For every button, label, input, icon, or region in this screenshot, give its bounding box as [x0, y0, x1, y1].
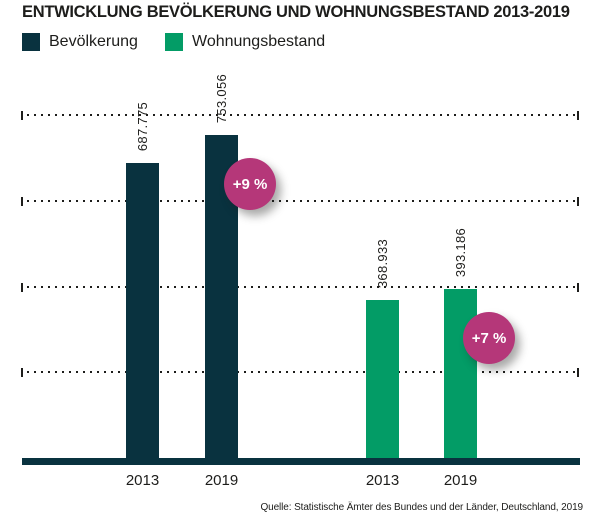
x-axis-label-bevoelkerung-2019: 2019 — [204, 472, 239, 489]
legend-label-wohnungsbestand: Wohnungsbestand — [192, 33, 326, 50]
growth-badge-bevoelkerung: +9 % — [224, 158, 276, 210]
legend-item-wohnungsbestand: Wohnungsbestand — [165, 33, 325, 51]
bar-value-label-bevoelkerung-2019: 753.056 — [213, 73, 229, 123]
x-axis-label-wohnungsbestand-2013: 2013 — [365, 472, 400, 489]
bar-wohnungsbestand-2019 — [444, 289, 477, 458]
x-axis-label-wohnungsbestand-2019: 2019 — [443, 472, 478, 489]
legend-swatch-bevoelkerung — [22, 33, 40, 51]
bar-value-label-bevoelkerung-2013: 687.775 — [134, 101, 150, 151]
gridline-tick-left — [21, 111, 23, 120]
bar-value-label-wohnungsbestand-2019: 393.186 — [452, 227, 468, 277]
legend-item-bevoelkerung: Bevölkerung — [22, 33, 138, 51]
x-axis-label-bevoelkerung-2013: 2013 — [125, 472, 160, 489]
bar-wohnungsbestand-2013 — [366, 300, 399, 458]
gridline — [27, 200, 575, 202]
gridline — [27, 286, 575, 288]
gridline-tick-left — [21, 197, 23, 206]
bar-bevoelkerung-2013 — [126, 163, 159, 458]
chart-title: ENTWICKLUNG BEVÖLKERUNG UND WOHNUNGSBEST… — [22, 3, 570, 21]
growth-badge-wohnungsbestand: +7 % — [463, 312, 515, 364]
gridline-tick-right — [577, 197, 579, 206]
legend-swatch-wohnungsbestand — [165, 33, 183, 51]
gridline-tick-right — [577, 283, 579, 292]
x-axis-line — [22, 458, 580, 465]
gridline — [27, 371, 575, 373]
gridline — [27, 114, 575, 116]
gridline-tick-left — [21, 283, 23, 292]
gridline-tick-right — [577, 368, 579, 377]
bar-value-label-wohnungsbestand-2013: 368.933 — [374, 238, 390, 288]
gridline-tick-left — [21, 368, 23, 377]
gridline-tick-right — [577, 111, 579, 120]
source-note: Quelle: Statistische Ämter des Bundes un… — [260, 502, 583, 513]
legend-label-bevoelkerung: Bevölkerung — [49, 33, 138, 50]
